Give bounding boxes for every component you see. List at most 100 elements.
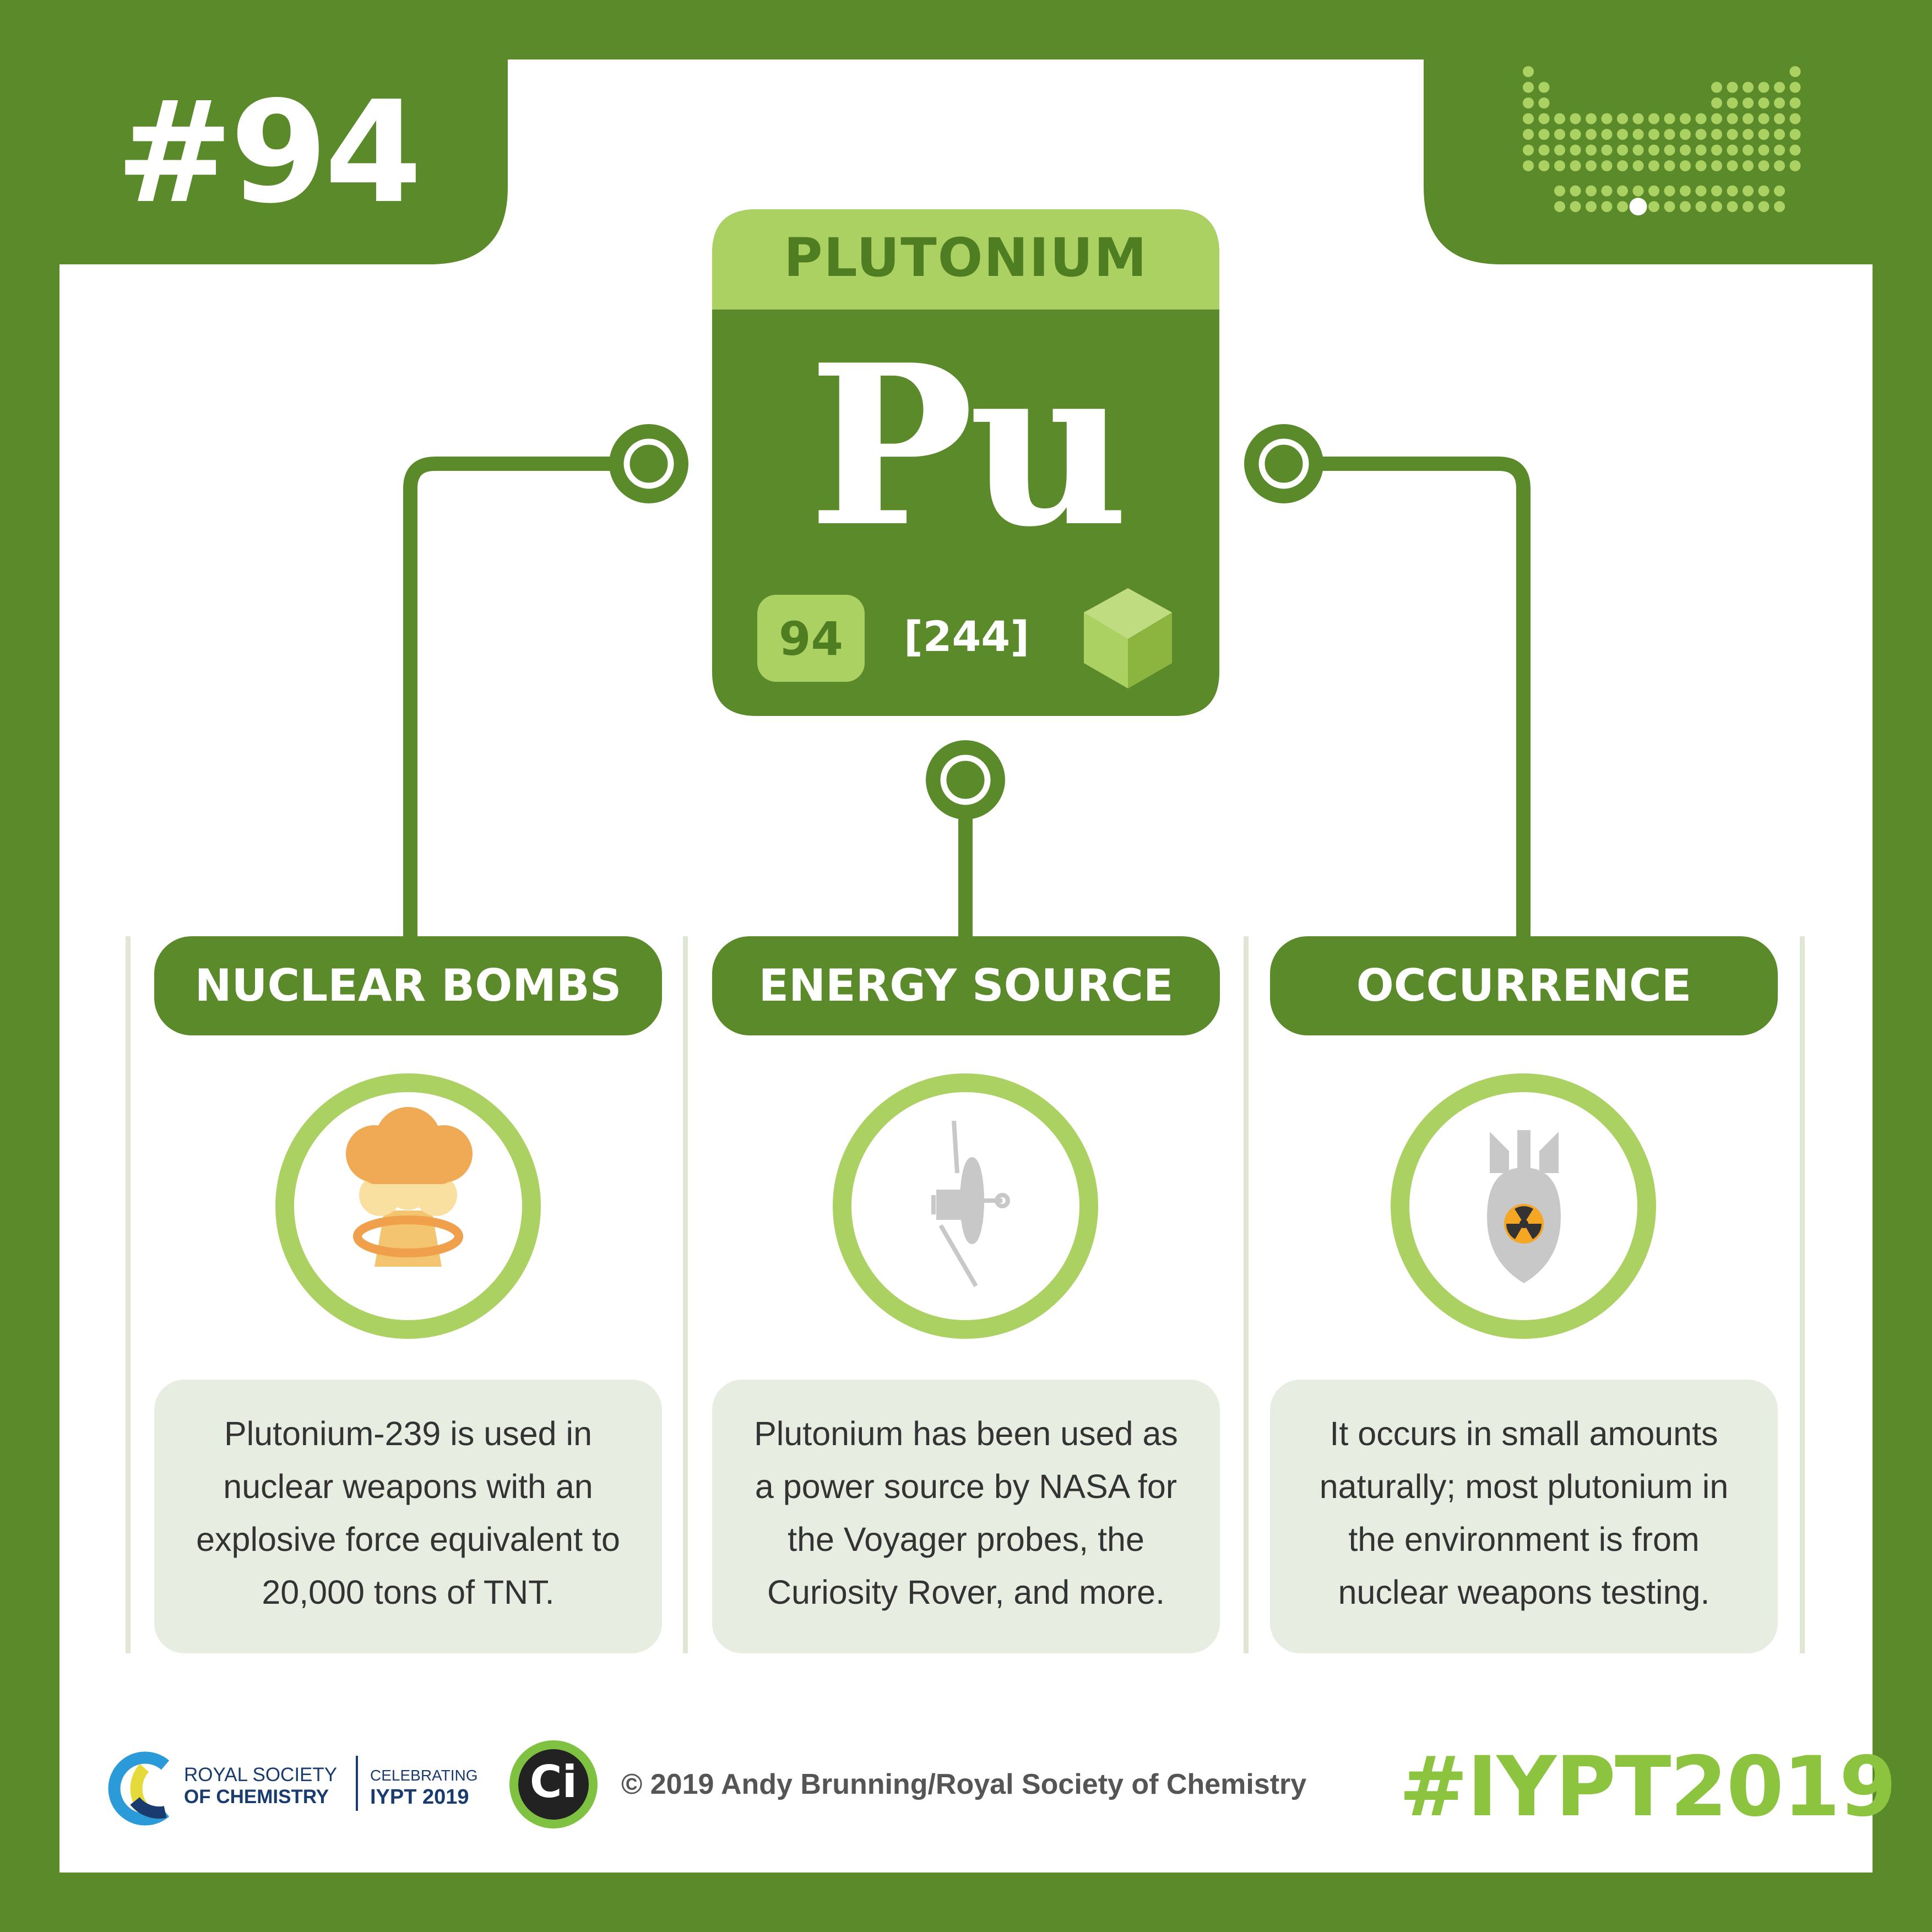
periodic-dot xyxy=(1680,201,1691,213)
periodic-dot xyxy=(1617,113,1628,124)
periodic-dot xyxy=(1711,185,1722,197)
periodic-dot xyxy=(1743,144,1754,156)
periodic-dot xyxy=(1601,160,1613,171)
periodic-dot xyxy=(1523,160,1534,171)
section-title-occurrence: OCCURRENCE xyxy=(1356,960,1692,1011)
periodic-dot xyxy=(1727,113,1738,124)
periodic-dot xyxy=(1554,160,1565,171)
periodic-dot xyxy=(1758,185,1770,197)
periodic-dot xyxy=(1632,160,1644,171)
periodic-dot xyxy=(1711,201,1722,213)
periodic-dot xyxy=(1789,113,1801,124)
periodic-dot xyxy=(1570,201,1581,213)
periodic-dot xyxy=(1617,129,1628,140)
periodic-dot xyxy=(1538,129,1550,140)
section-text-occurrence: It occurs in small amounts naturally; mo… xyxy=(1319,1415,1729,1611)
periodic-dot xyxy=(1711,144,1722,156)
rsc-name-line2: OF CHEMISTRY xyxy=(184,1786,329,1808)
periodic-dot xyxy=(1586,201,1597,213)
periodic-dot xyxy=(1664,160,1675,171)
periodic-dot xyxy=(1586,160,1597,171)
periodic-dot xyxy=(1711,97,1722,108)
periodic-dot xyxy=(1727,201,1738,213)
periodic-dot xyxy=(1601,129,1613,140)
nuclear-bomb-icon xyxy=(1487,1130,1561,1283)
periodic-dot xyxy=(1601,185,1613,197)
periodic-dot xyxy=(1538,113,1550,124)
periodic-dot xyxy=(1601,144,1613,156)
periodic-dot xyxy=(1538,97,1550,108)
section-header-pills xyxy=(154,936,1778,1035)
periodic-dot xyxy=(1774,160,1785,171)
periodic-dot xyxy=(1695,144,1707,156)
periodic-dot xyxy=(1648,113,1659,124)
periodic-dot xyxy=(1695,129,1707,140)
periodic-dot xyxy=(1743,201,1754,213)
periodic-dot xyxy=(1743,113,1754,124)
periodic-dot xyxy=(1743,129,1754,140)
periodic-dot xyxy=(1695,113,1707,124)
copyright-text: © 2019 Andy Brunning/Royal Society of Ch… xyxy=(621,1768,1307,1800)
periodic-dot xyxy=(1554,185,1565,197)
periodic-dot xyxy=(1664,113,1675,124)
hashtag: #IYPT2019 xyxy=(1399,1739,1897,1835)
periodic-dot xyxy=(1632,144,1644,156)
periodic-dot xyxy=(1586,144,1597,156)
periodic-dot xyxy=(1774,129,1785,140)
atomic-mass: [244] xyxy=(903,612,1030,661)
periodic-dot xyxy=(1774,82,1785,93)
periodic-dot xyxy=(1601,201,1613,213)
periodic-dot xyxy=(1727,97,1738,108)
periodic-dot xyxy=(1664,185,1675,197)
periodic-dot xyxy=(1727,82,1738,93)
periodic-dot xyxy=(1789,97,1801,108)
element-symbol: Pu xyxy=(808,317,1129,576)
periodic-dot xyxy=(1586,113,1597,124)
periodic-dot xyxy=(1648,185,1659,197)
periodic-dot xyxy=(1758,129,1770,140)
periodic-dot xyxy=(1758,160,1770,171)
periodic-dot xyxy=(1664,129,1675,140)
periodic-dot xyxy=(1758,82,1770,93)
periodic-dot xyxy=(1774,144,1785,156)
periodic-dot xyxy=(1758,113,1770,124)
periodic-dot xyxy=(1586,129,1597,140)
ci-logo-text: Ci xyxy=(529,1756,578,1808)
periodic-dot xyxy=(1680,160,1691,171)
periodic-dot xyxy=(1554,144,1565,156)
periodic-dot xyxy=(1664,144,1675,156)
periodic-dot xyxy=(1617,160,1628,171)
periodic-dot xyxy=(1523,97,1534,108)
periodic-dot xyxy=(1711,160,1722,171)
element-tile xyxy=(712,209,1219,716)
periodic-dot xyxy=(1758,97,1770,108)
connector-nodes xyxy=(609,424,1323,820)
periodic-dot xyxy=(1570,144,1581,156)
periodic-dot xyxy=(1789,129,1801,140)
section-title-energy-source: ENERGY SOURCE xyxy=(758,960,1174,1011)
periodic-dot xyxy=(1648,129,1659,140)
periodic-dot xyxy=(1523,113,1534,124)
periodic-dot xyxy=(1743,160,1754,171)
periodic-dot xyxy=(1570,129,1581,140)
periodic-dot xyxy=(1538,82,1550,93)
periodic-dot xyxy=(1789,82,1801,93)
element-name: PLUTONIUM xyxy=(784,227,1148,289)
periodic-dot xyxy=(1695,201,1707,213)
periodic-dot xyxy=(1632,129,1644,140)
column-dividers xyxy=(126,936,1805,1653)
periodic-dot xyxy=(1727,160,1738,171)
periodic-dot xyxy=(1789,160,1801,171)
periodic-dot xyxy=(1601,113,1613,124)
mushroom-cloud-icon xyxy=(346,1107,473,1267)
periodic-dot xyxy=(1554,113,1565,124)
periodic-dot xyxy=(1774,201,1785,213)
periodic-dot xyxy=(1648,144,1659,156)
periodic-dot xyxy=(1711,113,1722,124)
atomic-number: 94 xyxy=(779,612,843,666)
periodic-dot xyxy=(1758,201,1770,213)
periodic-dot xyxy=(1554,201,1565,213)
periodic-dot xyxy=(1648,201,1659,213)
